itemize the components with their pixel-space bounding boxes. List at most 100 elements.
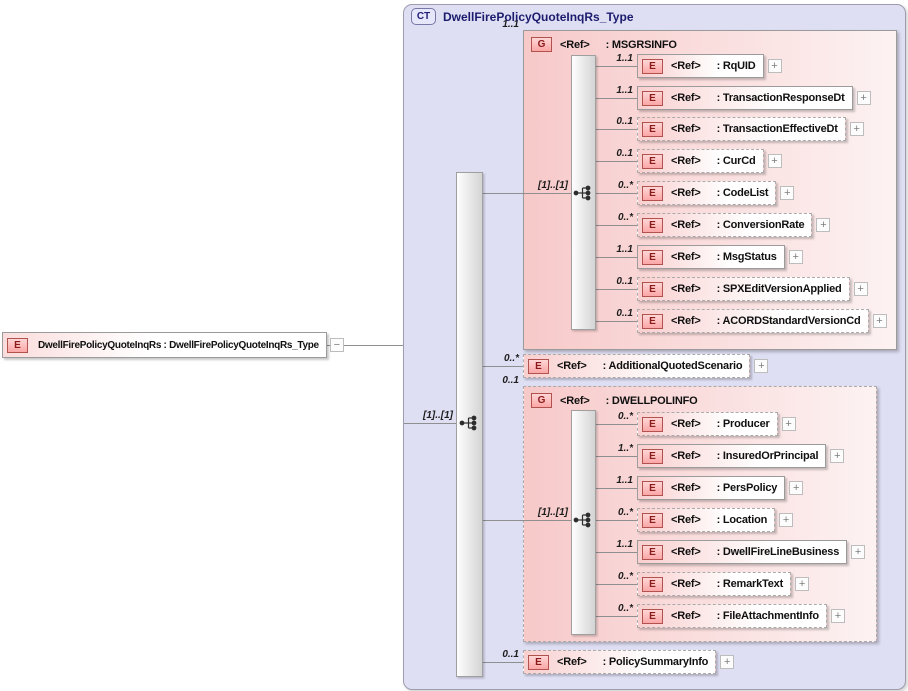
element-transactionresponsedt[interactable]: E <Ref> : TransactionResponseDt	[637, 86, 853, 110]
ref-label: <Ref>	[557, 656, 587, 668]
expand-icon[interactable]: +	[849, 122, 864, 136]
element-conversionrate[interactable]: E <Ref> : ConversionRate	[637, 213, 813, 237]
element-row: E <Ref> : Producer +	[637, 412, 796, 436]
connector-line	[483, 520, 572, 521]
element-badge-icon: E	[528, 654, 549, 670]
element-location[interactable]: E <Ref> : Location	[637, 508, 776, 532]
element-badge-icon: E	[642, 153, 663, 169]
element-badge-icon: E	[642, 281, 663, 297]
element-name: : RemarkText	[716, 578, 784, 590]
connector-line	[483, 193, 572, 194]
connector-line	[596, 520, 637, 521]
expand-icon[interactable]: +	[816, 218, 831, 232]
cardinality-label: 1..1	[616, 244, 633, 255]
connector-line	[596, 129, 637, 130]
ref-label: <Ref>	[671, 315, 701, 327]
expand-icon[interactable]: +	[780, 186, 795, 200]
connector-line	[483, 662, 523, 663]
cardinality-label: 0..*	[503, 353, 519, 364]
expand-icon[interactable]: +	[830, 609, 845, 623]
element-codelist[interactable]: E <Ref> : CodeList	[637, 181, 777, 205]
element-dwellfirelinebusiness[interactable]: E <Ref> : DwellFireLineBusiness	[637, 540, 848, 564]
element-row: E <Ref> : PolicySummaryInfo +	[523, 650, 735, 674]
element-row: E <Ref> : FileAttachmentInfo +	[637, 604, 845, 628]
cardinality-label: 0..1	[502, 375, 519, 386]
expand-icon[interactable]: +	[872, 314, 887, 328]
group-name: : DWELLPOLINFO	[605, 394, 698, 407]
element-badge-icon: E	[642, 480, 663, 496]
element-name: : TransactionEffectiveDt	[716, 123, 838, 135]
element-curcd[interactable]: E <Ref> : CurCd	[637, 149, 764, 173]
connector-line	[483, 366, 523, 367]
connector-line	[404, 423, 456, 424]
cardinality-label: 1..*	[617, 443, 633, 454]
element-additionalquotedscenario[interactable]: E <Ref> : AdditionalQuotedScenario	[523, 354, 751, 378]
element-badge-icon: E	[642, 608, 663, 624]
ref-label: <Ref>	[671, 450, 701, 462]
expand-icon[interactable]: +	[754, 359, 769, 373]
element-name: : FileAttachmentInfo	[716, 610, 820, 622]
expand-icon[interactable]: +	[853, 282, 868, 296]
expand-icon[interactable]: +	[781, 417, 796, 431]
ref-label: <Ref>	[560, 38, 590, 51]
expand-icon[interactable]: +	[789, 481, 804, 495]
element-producer[interactable]: E <Ref> : Producer	[637, 412, 778, 436]
element-insuredorprincipal[interactable]: E <Ref> : InsuredOrPrincipal	[637, 444, 827, 468]
element-badge-icon: E	[642, 249, 663, 265]
cardinality-label: 0..1	[616, 116, 633, 127]
expand-icon[interactable]: +	[767, 59, 782, 73]
cardinality-label: 0..1	[502, 649, 519, 660]
element-row: E <Ref> : ACORDStandardVersionCd +	[637, 309, 887, 333]
element-name: : ACORDStandardVersionCd	[716, 315, 861, 327]
sequence-icon	[573, 185, 591, 201]
connector-line	[596, 193, 637, 194]
element-spxeditversionapplied[interactable]: E <Ref> : SPXEditVersionApplied	[637, 277, 850, 301]
connector-line	[596, 488, 637, 489]
element-rquid[interactable]: E <Ref> : RqUID	[637, 54, 764, 78]
element-transactioneffectivedt[interactable]: E <Ref> : TransactionEffectiveDt	[637, 117, 846, 141]
sequence-icon	[459, 415, 477, 431]
element-fileattachmentinfo[interactable]: E <Ref> : FileAttachmentInfo	[637, 604, 827, 628]
element-row: E <Ref> : InsuredOrPrincipal +	[637, 444, 845, 468]
ref-label: <Ref>	[671, 60, 701, 72]
element-name: : RqUID	[716, 60, 756, 72]
element-msgstatus[interactable]: E <Ref> : MsgStatus	[637, 245, 785, 269]
expand-icon[interactable]: +	[720, 655, 735, 669]
expand-icon[interactable]: +	[830, 449, 845, 463]
ref-label: <Ref>	[671, 187, 701, 199]
element-policysummaryinfo[interactable]: E <Ref> : PolicySummaryInfo	[523, 650, 717, 674]
connector-line	[596, 66, 637, 67]
expand-icon[interactable]: +	[779, 513, 794, 527]
ref-label: <Ref>	[671, 482, 701, 494]
element-badge-icon: E	[642, 576, 663, 592]
expand-icon[interactable]: +	[795, 577, 810, 591]
cardinality-label: 1..1	[616, 85, 633, 96]
ref-label: <Ref>	[671, 418, 701, 430]
element-name: : Location	[716, 514, 768, 526]
connector-line	[596, 321, 637, 322]
element-badge-icon: E	[528, 358, 549, 374]
group-header-dwellpolinfo: G <Ref> : DWELLPOLINFO	[531, 393, 698, 408]
element-row: E <Ref> : RqUID +	[637, 54, 782, 78]
ref-label: <Ref>	[671, 251, 701, 263]
cardinality-label: 0..1	[616, 308, 633, 319]
cardinality-label: 0..*	[617, 507, 633, 518]
cardinality-label: 0..*	[617, 411, 633, 422]
element-badge-icon: E	[642, 90, 663, 106]
element-remarktext[interactable]: E <Ref> : RemarkText	[637, 572, 792, 596]
expand-icon[interactable]: +	[788, 250, 803, 264]
element-badge-icon: E	[642, 185, 663, 201]
ref-label: <Ref>	[671, 123, 701, 135]
cardinality-label: [1]..[1]	[538, 507, 568, 518]
ref-label: <Ref>	[671, 283, 701, 295]
expand-icon[interactable]: +	[856, 91, 871, 105]
expand-icon[interactable]: +	[851, 545, 866, 559]
element-acordstandardversioncd[interactable]: E <Ref> : ACORDStandardVersionCd	[637, 309, 869, 333]
collapse-icon[interactable]: −	[329, 338, 344, 352]
group-badge-icon: G	[531, 37, 552, 52]
element-dwellfirepolicyquoteinqrs[interactable]: E DwellFirePolicyQuoteInqRs : DwellFireP…	[2, 332, 327, 358]
expand-icon[interactable]: +	[767, 154, 782, 168]
element-row: E <Ref> : SPXEditVersionApplied +	[637, 277, 868, 301]
element-perspolicy[interactable]: E <Ref> : PersPolicy	[637, 476, 786, 500]
